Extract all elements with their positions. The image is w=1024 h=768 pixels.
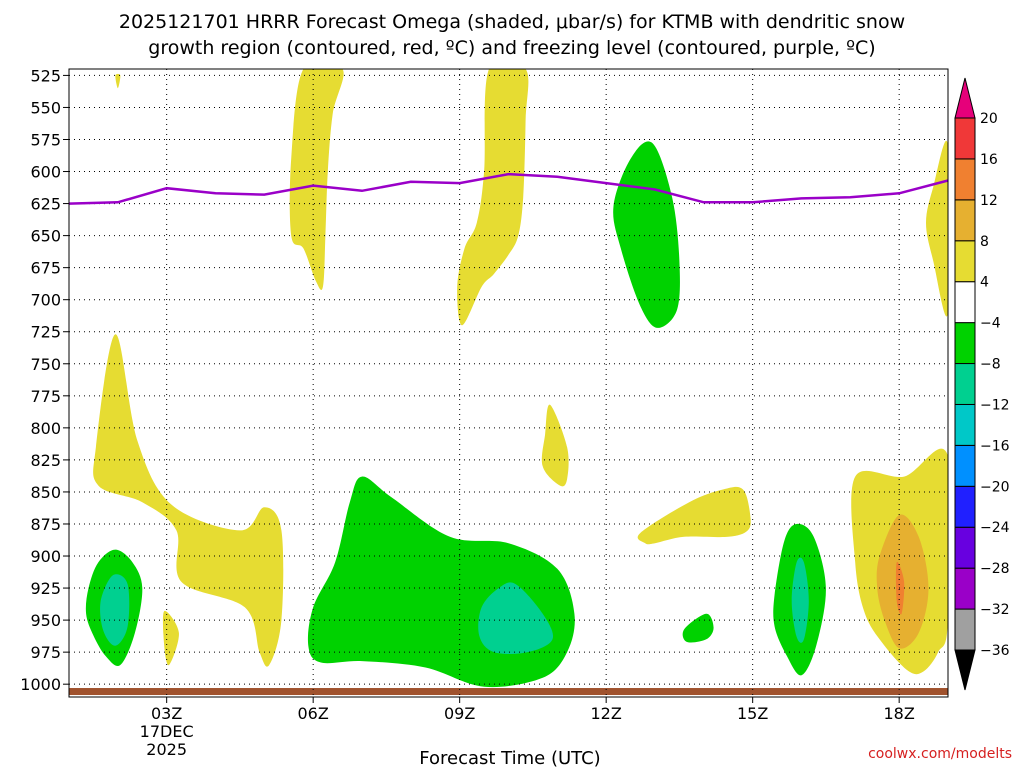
x-tick-label-06Z: 06Z	[298, 704, 329, 723]
colorbar-bin-3	[954, 485, 976, 528]
y-tick-label-975: 975	[30, 643, 61, 662]
x-tick-label-12Z: 12Z	[591, 704, 622, 723]
y-tick-label-675: 675	[30, 259, 61, 278]
y-tick-label-775: 775	[30, 387, 61, 406]
colorbar-label-3: −24	[980, 520, 1010, 536]
colorbar-label-13: 20	[980, 111, 998, 127]
y-tick-label-700: 700	[30, 291, 61, 310]
colorbar-bin-0	[954, 608, 976, 651]
y-tick-label-725: 725	[30, 323, 61, 342]
x-tick-label-03Z: 03Z	[151, 704, 182, 723]
y-tick-label-600: 600	[30, 163, 61, 182]
colorbar-bin-6	[954, 363, 976, 405]
omega-region-2	[457, 69, 529, 326]
y-tick-label-825: 825	[30, 451, 61, 470]
omega-region-10	[895, 561, 905, 615]
chart-title-line-1: 2025121701 HRRR Forecast Omega (shaded, …	[119, 11, 905, 33]
colorbar-label-12: 16	[980, 152, 998, 168]
omega-region-7	[637, 486, 751, 545]
y-tick-label-900: 900	[30, 547, 61, 566]
y-tick-label-1000: 1000	[20, 675, 61, 694]
omega-region-4	[93, 334, 284, 667]
omega-region-6	[541, 404, 569, 487]
colorbar-bin-above	[954, 77, 976, 119]
colorbar-label-2: −28	[980, 561, 1010, 577]
colorbar-label-11: 12	[980, 193, 998, 209]
y-tick-label-850: 850	[30, 483, 61, 502]
plot-frame	[68, 68, 949, 698]
omega-region-16	[100, 574, 130, 646]
colorbar-bin-10	[954, 199, 976, 242]
colorbar-bin-12	[954, 117, 976, 160]
colorbar-bin-below	[954, 649, 976, 691]
colorbar-label-7: −8	[980, 357, 1001, 373]
omega-region-0	[115, 73, 121, 89]
colorbar-label-8: −4	[980, 316, 1001, 332]
colorbar-label-1: −32	[980, 602, 1010, 618]
y-tick-label-525: 525	[30, 66, 61, 85]
colorbar-bin-8	[954, 281, 976, 324]
omega-region-18	[791, 557, 809, 643]
y-tick-label-925: 925	[30, 579, 61, 598]
x-tick-date-label: 17DEC	[140, 722, 194, 741]
y-tick-label-800: 800	[30, 419, 61, 438]
colorbar-bin-9	[954, 240, 976, 283]
omega-region-13	[613, 141, 680, 328]
omega-region-3	[926, 140, 948, 317]
colorbar-bin-2	[954, 526, 976, 569]
omega-region-17	[478, 582, 554, 654]
colorbar-label-6: −12	[980, 397, 1010, 413]
omega-region-1	[289, 69, 344, 290]
omega-shaded-regions	[69, 69, 948, 696]
y-tick-label-550: 550	[30, 98, 61, 117]
colorbar-bin-4	[954, 444, 976, 487]
x-axis-label: Forecast Time (UTC)	[419, 748, 600, 768]
y-tick-label-875: 875	[30, 515, 61, 534]
colorbar-bin-5	[954, 403, 976, 446]
x-tick-label-09Z: 09Z	[444, 704, 475, 723]
y-tick-label-750: 750	[30, 355, 61, 374]
y-tick-label-650: 650	[30, 227, 61, 246]
colorbar-label-9: 4	[980, 275, 989, 291]
credit-text: coolwx.com/modelts	[868, 746, 1012, 762]
x-tick-year-label: 2025	[146, 740, 187, 759]
omega-colorbar: −36 −32 −28 −24 −20 −16 −12 −8 −4 4 8 12 16 20	[954, 77, 1010, 691]
contour-lines	[68, 172, 949, 205]
y-tick-label-625: 625	[30, 195, 61, 214]
colorbar-label-0: −36	[980, 643, 1010, 659]
y-tick-label-575: 575	[30, 130, 61, 149]
y-tick-label-950: 950	[30, 611, 61, 630]
colorbar-bin-11	[954, 158, 976, 201]
x-tick-label-15Z: 15Z	[737, 704, 768, 723]
omega-region-5	[162, 610, 179, 666]
colorbar-bin-7	[954, 322, 976, 365]
colorbar-bin-1	[954, 567, 976, 610]
colorbar-label-10: 8	[980, 234, 989, 250]
colorbar-label-5: −16	[980, 438, 1010, 454]
colorbar-label-4: −20	[980, 479, 1010, 495]
y-axis: 525 550 575 600 625 650 675 700 725 750 775 800 825 8…	[20, 66, 69, 694]
x-tick-label-18Z: 18Z	[884, 704, 915, 723]
omega-region-14	[682, 613, 714, 643]
omega-region-12	[307, 476, 575, 688]
freezing-level-line	[68, 172, 949, 205]
chart-title-line-2: growth region (contoured, red, ºC) and f…	[148, 37, 875, 59]
surface-terrain-band	[69, 688, 948, 696]
